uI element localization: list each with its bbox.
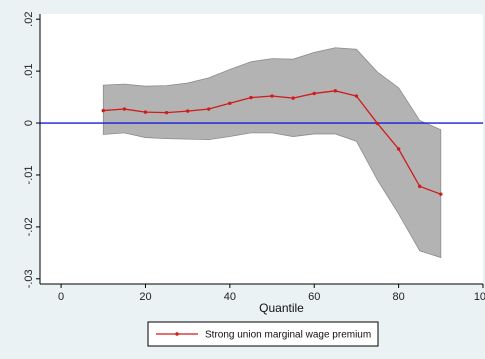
data-point (249, 95, 253, 100)
y-tick-label: .01 (23, 63, 35, 78)
legend: Strong union marginal wage premium (147, 321, 379, 347)
confidence-band-layer (102, 47, 442, 259)
legend-label: Strong union marginal wage premium (205, 330, 371, 341)
data-point (122, 107, 127, 111)
x-axis-title: Quantile (259, 301, 304, 315)
data-point (333, 89, 338, 93)
data-point (164, 110, 169, 115)
y-tick-label: .02 (23, 12, 35, 27)
x-tick-label: 60 (308, 291, 320, 303)
x-tick-label: 40 (224, 291, 236, 303)
x-tick-label: 0 (58, 291, 64, 303)
data-point (143, 110, 148, 114)
data-point (185, 109, 190, 113)
data-point (418, 184, 422, 189)
data-point (207, 107, 211, 111)
data-point (101, 108, 105, 113)
legend-key-marker (175, 332, 179, 336)
x-tick-label: 80 (392, 291, 404, 303)
confidence-band (102, 47, 442, 259)
series-layer (101, 89, 443, 196)
y-tick-label: -.02 (23, 217, 35, 236)
data-point (354, 94, 359, 98)
data-point (270, 94, 274, 98)
y-tick-label: -.01 (23, 165, 35, 184)
data-point (312, 91, 316, 96)
data-point (228, 101, 232, 106)
data-point (396, 147, 401, 151)
x-tick-label: 20 (139, 291, 151, 303)
data-point (375, 121, 380, 126)
x-tick-label: 100 (474, 291, 485, 303)
y-tick-label: -.03 (23, 269, 35, 288)
data-point (291, 96, 295, 100)
data-point (439, 192, 443, 196)
axes-layer: -.03 -.02 -.01 0 .01 .02 0 20 40 60 80 100 (23, 12, 485, 303)
y-tick-label: 0 (23, 120, 35, 126)
